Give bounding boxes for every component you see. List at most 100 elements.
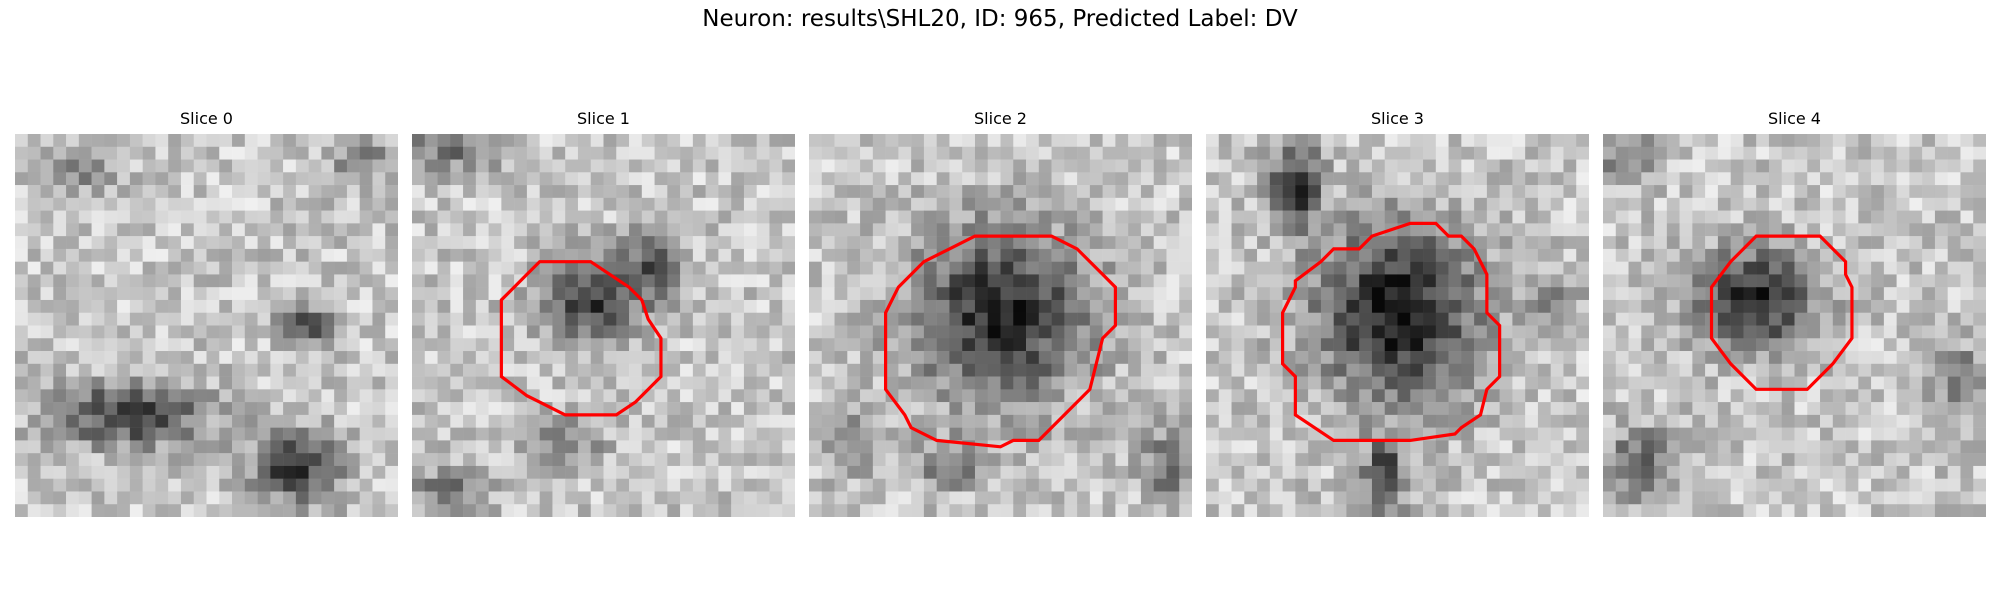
pixel	[295, 376, 309, 390]
pixel	[1448, 261, 1462, 275]
pixel	[257, 287, 271, 301]
pixel	[1628, 312, 1642, 326]
pixel	[412, 465, 426, 479]
pixel	[1397, 236, 1411, 250]
pixel	[1320, 351, 1334, 365]
pixel	[501, 402, 515, 416]
pixel	[1269, 427, 1283, 441]
pixel	[987, 287, 1001, 301]
pixel	[552, 287, 566, 301]
pixel	[1269, 325, 1283, 339]
pixel	[1423, 287, 1437, 301]
pixel	[104, 197, 118, 211]
pixel	[1115, 402, 1129, 416]
pixel	[1960, 389, 1974, 403]
pixel	[1730, 223, 1744, 237]
pixel	[1730, 172, 1744, 186]
pixel	[1679, 287, 1693, 301]
pixel	[1346, 248, 1360, 262]
pixel	[847, 312, 861, 326]
pixel	[1013, 389, 1027, 403]
pixel	[1026, 402, 1040, 416]
pixel	[1794, 312, 1808, 326]
pixel	[1179, 363, 1192, 377]
pixel	[117, 134, 131, 148]
pixel	[1909, 325, 1923, 339]
pixel	[1807, 402, 1821, 416]
pixel	[680, 159, 694, 173]
pixel	[1474, 312, 1488, 326]
pixel	[1615, 248, 1629, 262]
pixel	[1218, 185, 1232, 199]
pixel	[1692, 261, 1706, 275]
pixel	[117, 274, 131, 288]
pixel	[1922, 248, 1936, 262]
pixel	[577, 389, 591, 403]
pixel	[1359, 351, 1373, 365]
pixel	[1871, 351, 1885, 365]
pixel	[168, 491, 182, 505]
pixel	[1384, 185, 1398, 199]
pixel	[1333, 376, 1347, 390]
pixel	[1603, 351, 1617, 365]
pixel	[1807, 248, 1821, 262]
pixel	[847, 287, 861, 301]
pixel	[949, 478, 963, 492]
pixel	[283, 376, 297, 390]
pixel	[949, 338, 963, 352]
pixel	[1883, 210, 1897, 224]
pixel	[385, 402, 398, 416]
pixel	[437, 210, 451, 224]
pixel	[1717, 491, 1731, 505]
pixel	[270, 504, 284, 517]
pixel	[680, 402, 694, 416]
pixel	[372, 299, 386, 313]
pixel	[834, 338, 848, 352]
pixel	[1206, 465, 1220, 479]
pixel	[1128, 414, 1142, 428]
pixel	[1371, 338, 1385, 352]
pixel	[346, 210, 360, 224]
pixel	[1730, 338, 1744, 352]
pixel	[526, 172, 540, 186]
pixel	[1359, 248, 1373, 262]
pixel	[142, 172, 156, 186]
pixel	[1883, 312, 1897, 326]
pixel	[1231, 427, 1245, 441]
pixel	[1423, 312, 1437, 326]
pixel	[949, 261, 963, 275]
pixel	[885, 159, 899, 173]
pixel	[1359, 146, 1373, 160]
pixel	[718, 414, 732, 428]
pixel	[346, 338, 360, 352]
pixel	[616, 299, 630, 313]
pixel	[117, 465, 131, 479]
pixel	[424, 504, 438, 517]
pixel	[1820, 414, 1834, 428]
pixel	[257, 236, 271, 250]
pixel	[1960, 261, 1974, 275]
pixel	[1909, 274, 1923, 288]
pixel	[1038, 185, 1052, 199]
pixel	[1666, 159, 1680, 173]
pixel	[1807, 146, 1821, 160]
pixel	[603, 172, 617, 186]
pixel	[1218, 261, 1232, 275]
pixel	[1973, 185, 1986, 199]
pixel	[168, 376, 182, 390]
pixel	[346, 159, 360, 173]
pixel	[1346, 504, 1360, 517]
pixel	[1461, 376, 1475, 390]
pixel	[1692, 363, 1706, 377]
pixel	[526, 248, 540, 262]
pixel	[463, 376, 477, 390]
pixel	[1692, 134, 1706, 148]
pixel	[359, 312, 373, 326]
pixel	[1128, 172, 1142, 186]
pixel	[295, 223, 309, 237]
pixel	[1397, 338, 1411, 352]
pixel	[1525, 274, 1539, 288]
pixel	[1269, 504, 1283, 517]
pixel	[334, 146, 348, 160]
pixel	[321, 261, 335, 275]
